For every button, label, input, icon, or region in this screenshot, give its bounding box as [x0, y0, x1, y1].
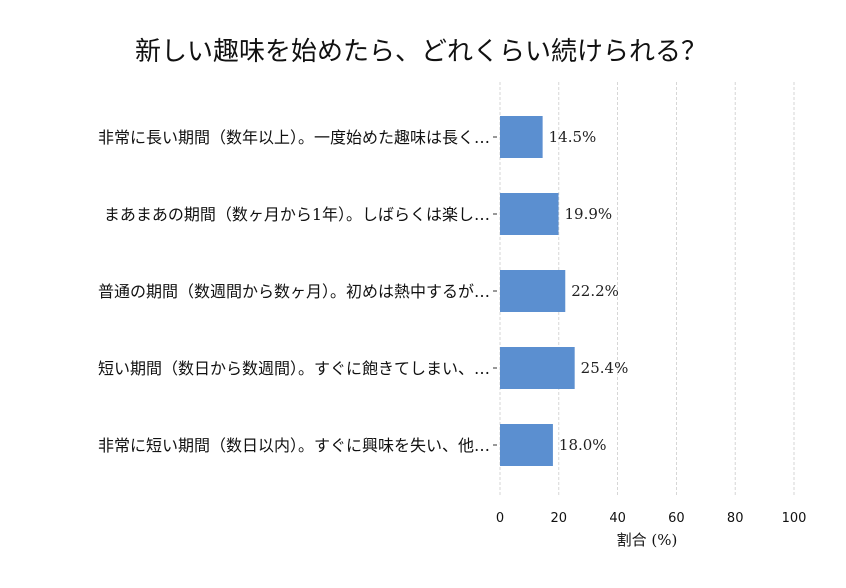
x-tick-labels: 0 20 40 60 80 100 [496, 511, 807, 526]
x-axis-label: 割合 (%) [617, 531, 678, 549]
data-label: 14.5% [549, 128, 597, 146]
bar [500, 424, 553, 466]
bars: 14.5% 19.9% 22.2% 25.4% 18.0% [500, 116, 628, 466]
category-label: 非常に長い期間（数年以上）。一度始めた趣味は長く… [98, 128, 490, 147]
bar [500, 116, 543, 158]
x-tick-label: 60 [668, 511, 685, 526]
category-label: 短い期間（数日から数週間）。すぐに飽きてしまい、… [98, 359, 490, 378]
data-label: 25.4% [581, 359, 629, 377]
chart-title: 新しい趣味を始めたら、どれくらい続けられる？ [135, 37, 707, 67]
data-label: 18.0% [559, 436, 607, 454]
x-tick-label: 40 [609, 511, 626, 526]
category-label: まあまあの期間（数ヶ月から1年）。しばらくは楽し… [104, 205, 490, 224]
x-tick-label: 0 [496, 511, 504, 526]
x-tick-label: 80 [727, 511, 744, 526]
bar [500, 270, 566, 312]
category-label: 普通の期間（数週間から数ヶ月）。初めは熱中するが… [98, 282, 490, 301]
category-labels: 非常に長い期間（数年以上）。一度始めた趣味は長く… まあまあの期間（数ヶ月から1年… [98, 128, 497, 455]
x-tick-label: 100 [782, 511, 807, 526]
bar [500, 193, 559, 235]
data-label: 22.2% [571, 282, 619, 300]
data-label: 19.9% [565, 205, 613, 223]
category-label: 非常に短い期間（数日以内）。すぐに興味を失い、他… [98, 436, 490, 455]
bar [500, 347, 575, 389]
x-tick-label: 20 [551, 511, 568, 526]
